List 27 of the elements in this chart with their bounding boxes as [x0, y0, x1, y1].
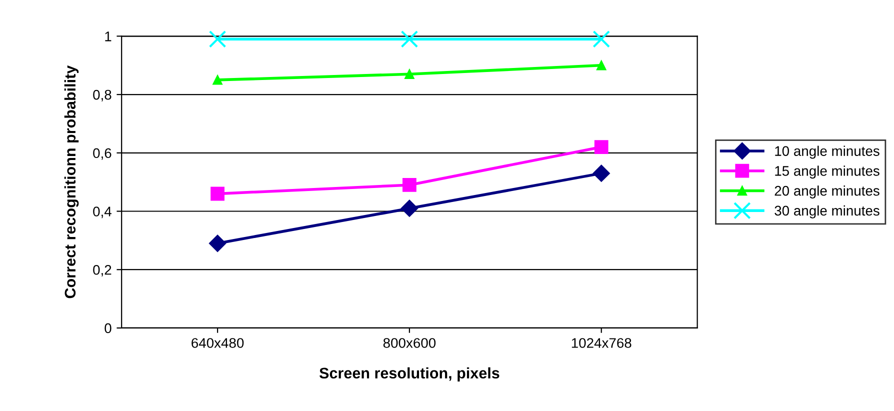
point [210, 186, 224, 201]
point [592, 164, 610, 182]
point [596, 60, 606, 70]
legend-label: 30 angle minutes [774, 205, 880, 218]
point [594, 140, 608, 154]
point [400, 200, 418, 217]
x-tick-label: 640x480 [192, 338, 244, 348]
y-tick-label: 0,6 [93, 148, 112, 160]
point [208, 30, 226, 48]
point [208, 234, 226, 252]
x-axis-title: Screen resolution, pixels [319, 367, 500, 382]
point [404, 69, 414, 79]
legend-label: 15 angle minutes [775, 166, 880, 179]
y-tick-label: 0,4 [93, 206, 112, 218]
x-tick-label: 1024x768 [572, 338, 632, 348]
y-tick-label: 0,8 [93, 90, 112, 102]
legend-label: 20 angle minutes [774, 186, 880, 198]
y-tick-label: 0,2 [93, 264, 112, 276]
x-tick-label: 800x600 [383, 338, 436, 348]
point [592, 30, 610, 48]
y-tick-label: 0 [104, 323, 112, 334]
y-axis-title: Correct recognitionn probability [64, 65, 79, 298]
legend-label: 10 angle minutes [775, 146, 880, 159]
y-tick-label: 1 [105, 32, 112, 42]
point [402, 178, 416, 192]
point [400, 30, 418, 48]
point [212, 75, 222, 85]
